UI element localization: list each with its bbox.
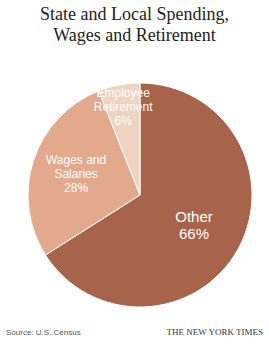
svg-text:Wages andSalaries28%: Wages andSalaries28% <box>46 153 106 195</box>
html-text:THE NEW YORK TIMES: THE NEW YORK TIMES <box>166 327 263 337</box>
svg-text:EmployeeRetirement6%: EmployeeRetirement6% <box>94 86 153 128</box>
html-text:Source: U.S. Census: Source: U.S. Census <box>6 328 81 337</box>
html-text:State and Local Spending, Wage: State and Local Spending, Wages and Reti… <box>40 4 229 45</box>
svg-text:Other66%: Other66% <box>175 208 213 242</box>
